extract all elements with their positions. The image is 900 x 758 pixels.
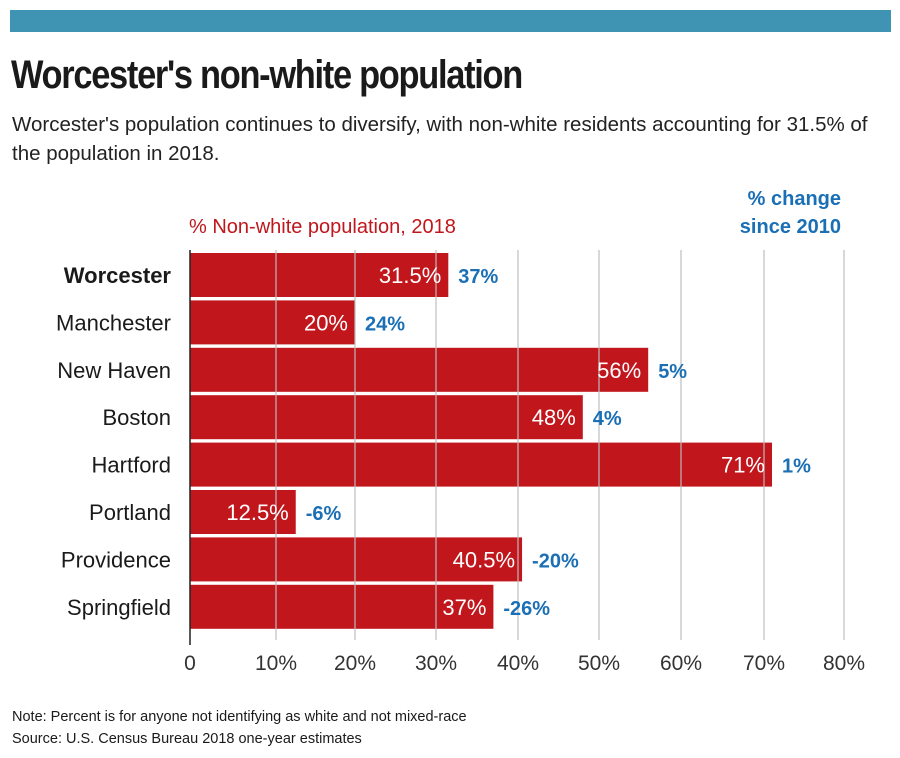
change-label: -20% bbox=[532, 550, 579, 572]
x-tick-label: 60% bbox=[660, 652, 702, 675]
x-tick-label: 80% bbox=[823, 652, 865, 675]
change-label: 4% bbox=[593, 408, 622, 430]
bar bbox=[190, 300, 355, 345]
change-label: 5% bbox=[658, 361, 687, 383]
bar bbox=[190, 395, 583, 440]
chart-subtitle: Worcester's population continues to dive… bbox=[12, 113, 868, 165]
bar bbox=[190, 253, 449, 297]
change-header-line-2: since 2010 bbox=[740, 216, 841, 238]
x-tick-label: 40% bbox=[497, 652, 539, 675]
chart-title: Worcester's non-white population bbox=[11, 53, 523, 97]
value-label: 71% bbox=[721, 453, 765, 478]
change-label: -6% bbox=[306, 503, 342, 525]
change-label: 37% bbox=[458, 266, 498, 288]
labels-layer: Worcester 31.5% 37% Manchester 20% 24% New Hav… bbox=[56, 263, 865, 675]
footer-source: Source: U.S. Census Bureau 2018 one-year… bbox=[12, 731, 362, 747]
bar bbox=[190, 490, 296, 534]
x-tick-label: 10% bbox=[255, 652, 297, 675]
bar bbox=[190, 347, 649, 392]
value-label: 12.5% bbox=[226, 500, 288, 525]
footer: Note: Percent is for anyone not identify… bbox=[12, 706, 467, 750]
category-label: Manchester bbox=[56, 310, 171, 335]
footer-note: Note: Percent is for anyone not identify… bbox=[12, 709, 467, 725]
category-label: Providence bbox=[61, 547, 171, 572]
value-label: 37% bbox=[442, 595, 486, 620]
x-tick-label: 50% bbox=[578, 652, 620, 675]
series-header: % Non-white population, 2018 bbox=[189, 216, 456, 238]
category-label: New Haven bbox=[57, 358, 171, 383]
category-label: Hartford bbox=[92, 453, 171, 478]
value-label: 20% bbox=[304, 310, 348, 335]
value-label: 48% bbox=[532, 405, 576, 430]
category-label: Portland bbox=[89, 500, 171, 525]
change-label: 24% bbox=[365, 313, 405, 335]
category-label: Worcester bbox=[64, 263, 172, 288]
change-header-line-1: % change bbox=[748, 188, 841, 210]
x-tick-label: 0 bbox=[184, 652, 196, 675]
bar bbox=[190, 442, 772, 487]
category-label: Springfield bbox=[67, 595, 171, 620]
value-label: 40.5% bbox=[453, 547, 515, 572]
header-band bbox=[10, 10, 891, 32]
category-label: Boston bbox=[103, 405, 172, 430]
value-label: 31.5% bbox=[379, 263, 441, 288]
change-label: -26% bbox=[503, 598, 550, 620]
x-tick-label: 20% bbox=[334, 652, 376, 675]
gridlines-layer bbox=[189, 250, 845, 645]
x-tick-label: 30% bbox=[415, 652, 457, 675]
bars-layer bbox=[190, 253, 772, 629]
bar bbox=[190, 537, 523, 582]
bar bbox=[190, 584, 494, 629]
value-label: 56% bbox=[597, 358, 641, 383]
x-tick-label: 70% bbox=[743, 652, 785, 675]
change-label: 1% bbox=[782, 456, 811, 478]
